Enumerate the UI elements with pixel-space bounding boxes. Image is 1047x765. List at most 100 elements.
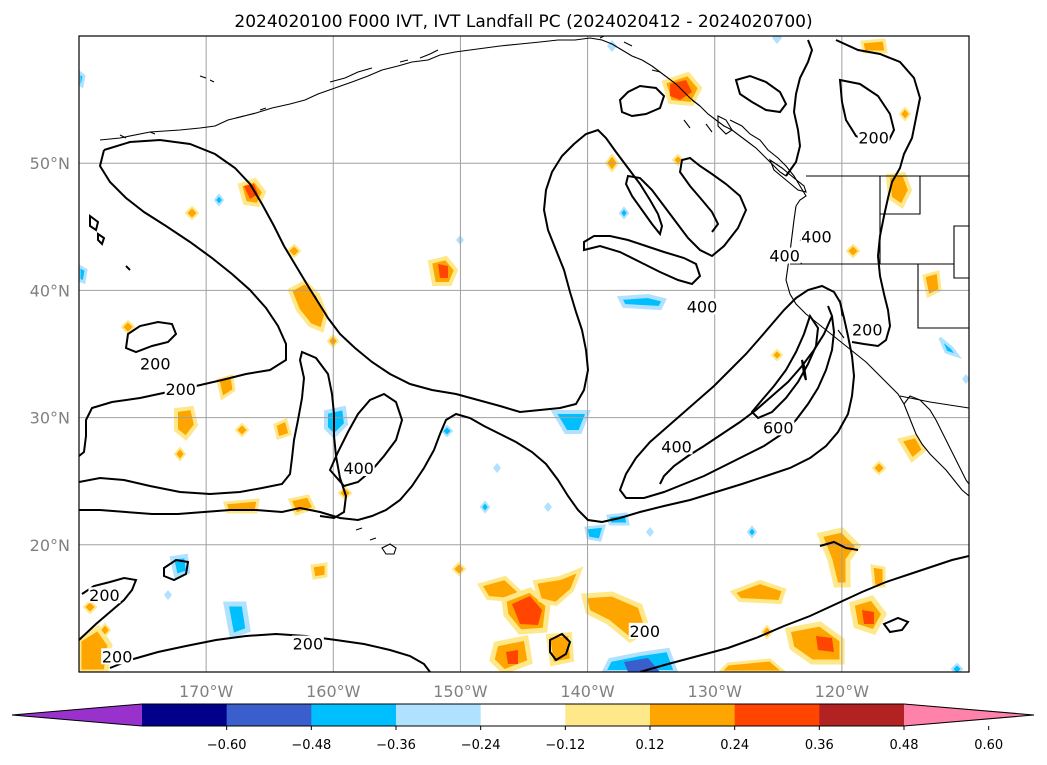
contour-200-south-band: [79, 284, 856, 524]
lon-tick-label: 120°W: [815, 682, 870, 701]
contour-200-bottom-arc: [109, 632, 431, 672]
pc-patch: [286, 243, 302, 259]
contour-label: 400: [661, 437, 692, 456]
contour-label-bg: [800, 228, 833, 245]
contour-200-west-loop: [79, 149, 287, 457]
contour-label: 400: [343, 459, 374, 478]
map-frame: [78, 35, 970, 673]
colorbar-segment: [480, 704, 566, 726]
contour-label-bg: [342, 460, 375, 477]
contour-label-bg: [686, 298, 718, 315]
colorbar-tick-label: −0.12: [545, 738, 585, 753]
contour-label-bg: [88, 587, 121, 604]
colorbar-segment: [396, 704, 482, 726]
border-states: [790, 176, 969, 329]
contour-200-bottom-right: [639, 555, 969, 672]
colorbar-segment: [650, 704, 736, 726]
lat-tick-label: 50°N: [30, 154, 70, 173]
contour-label: 200: [140, 355, 171, 374]
pc-patch: [451, 561, 467, 577]
coastline-hawaii: [355, 527, 397, 555]
lat-tick-label: 30°N: [30, 409, 70, 428]
pc-patch: [512, 596, 542, 625]
contour-label: 600: [763, 418, 794, 437]
pc-patch: [816, 636, 834, 652]
longitude-labels: 170°W 160°W 150°W 140°W 130°W 120°W: [179, 682, 869, 701]
pc-patch: [234, 422, 250, 438]
coastline-alaska-inner: [329, 36, 606, 83]
contour-label: 400: [801, 228, 832, 247]
pc-patch: [646, 527, 654, 537]
pc-patch: [845, 243, 861, 259]
colorbar-extend-low: [12, 704, 142, 726]
pc-patch: [898, 106, 912, 122]
contour-small-4: [89, 214, 106, 246]
contour-label-bg: [768, 247, 801, 264]
contour-label-bg: [762, 419, 795, 436]
colorbar-outline: [11, 703, 1035, 727]
contour-label: 200: [858, 128, 889, 147]
contour-400-center: [328, 392, 404, 488]
pc-patch: [98, 622, 112, 638]
pc-patch: [244, 184, 258, 199]
contour-label: 200: [165, 380, 196, 399]
pc-patch: [506, 650, 518, 664]
colorbar-segment: [734, 704, 820, 726]
pc-patch: [184, 205, 200, 221]
lon-tick-label: 130°W: [688, 682, 743, 701]
contour-label: 200: [293, 635, 324, 654]
pc-patch: [216, 374, 236, 401]
contour-label: 200: [852, 320, 883, 339]
pc-patch: [616, 293, 667, 311]
pc-patch: [950, 662, 964, 672]
map-title: 2024020100 F000 IVT, IVT Landfall PC (20…: [234, 12, 812, 32]
map-background: [79, 36, 969, 672]
pc-patch: [860, 38, 888, 54]
contour-label-bg: [660, 438, 693, 455]
colorbar-segment: [226, 704, 312, 726]
pc-patch: [164, 590, 172, 600]
contour-200-southwest: [79, 350, 348, 520]
pc-patch: [213, 193, 225, 207]
pc-patch: [922, 270, 942, 299]
pc-patch: [82, 599, 98, 615]
pc-patch: [862, 610, 874, 624]
pc-patch: [79, 70, 86, 89]
contour-200-top-right: [734, 74, 788, 114]
lon-tick-label: 150°W: [433, 682, 488, 701]
colorbar-tick-label: −0.60: [207, 738, 247, 753]
contour-labels: 2002004002002002002004006004004004002002…: [88, 128, 890, 666]
contour-small-1: [163, 558, 190, 582]
latitude-labels: 20°N 30°N 40°N 50°N: [30, 154, 70, 555]
contour-label: 200: [102, 647, 133, 666]
pc-patch: [222, 601, 251, 640]
colorbar-tick-label: 0.48: [890, 738, 919, 753]
border-mexico: [899, 395, 969, 409]
coast-islands: [119, 41, 713, 139]
colorbar-segment: [142, 704, 228, 726]
pc-patch: [938, 336, 963, 359]
contour-label-bg: [164, 381, 197, 398]
pc-patch: [440, 424, 454, 438]
pc-patch: [870, 564, 886, 588]
pc-patch: [746, 525, 758, 539]
contour-200-east: [785, 39, 922, 348]
pc-patch: [174, 405, 199, 441]
contour-label-bg: [857, 129, 890, 146]
contour-label: 200: [630, 622, 661, 641]
colorbar-tick-label: −0.48: [291, 738, 331, 753]
colorbar-segment: [311, 704, 397, 726]
contour-label: 400: [687, 297, 718, 316]
contour-200-bottom-left: [79, 576, 138, 641]
pc-patch: [871, 460, 887, 476]
colorbar-segment: [565, 704, 651, 726]
contour-600: [750, 313, 820, 420]
pc-patch: [962, 374, 969, 384]
pc-patch: [717, 658, 787, 672]
contour-400-north-channel: [583, 235, 702, 286]
colorbar-tick-label: 0.60: [974, 738, 1003, 753]
pc-patch: [79, 264, 88, 285]
lat-tick-label: 40°N: [30, 281, 70, 300]
pc-patch: [896, 433, 927, 464]
pc-patch: [671, 153, 685, 167]
